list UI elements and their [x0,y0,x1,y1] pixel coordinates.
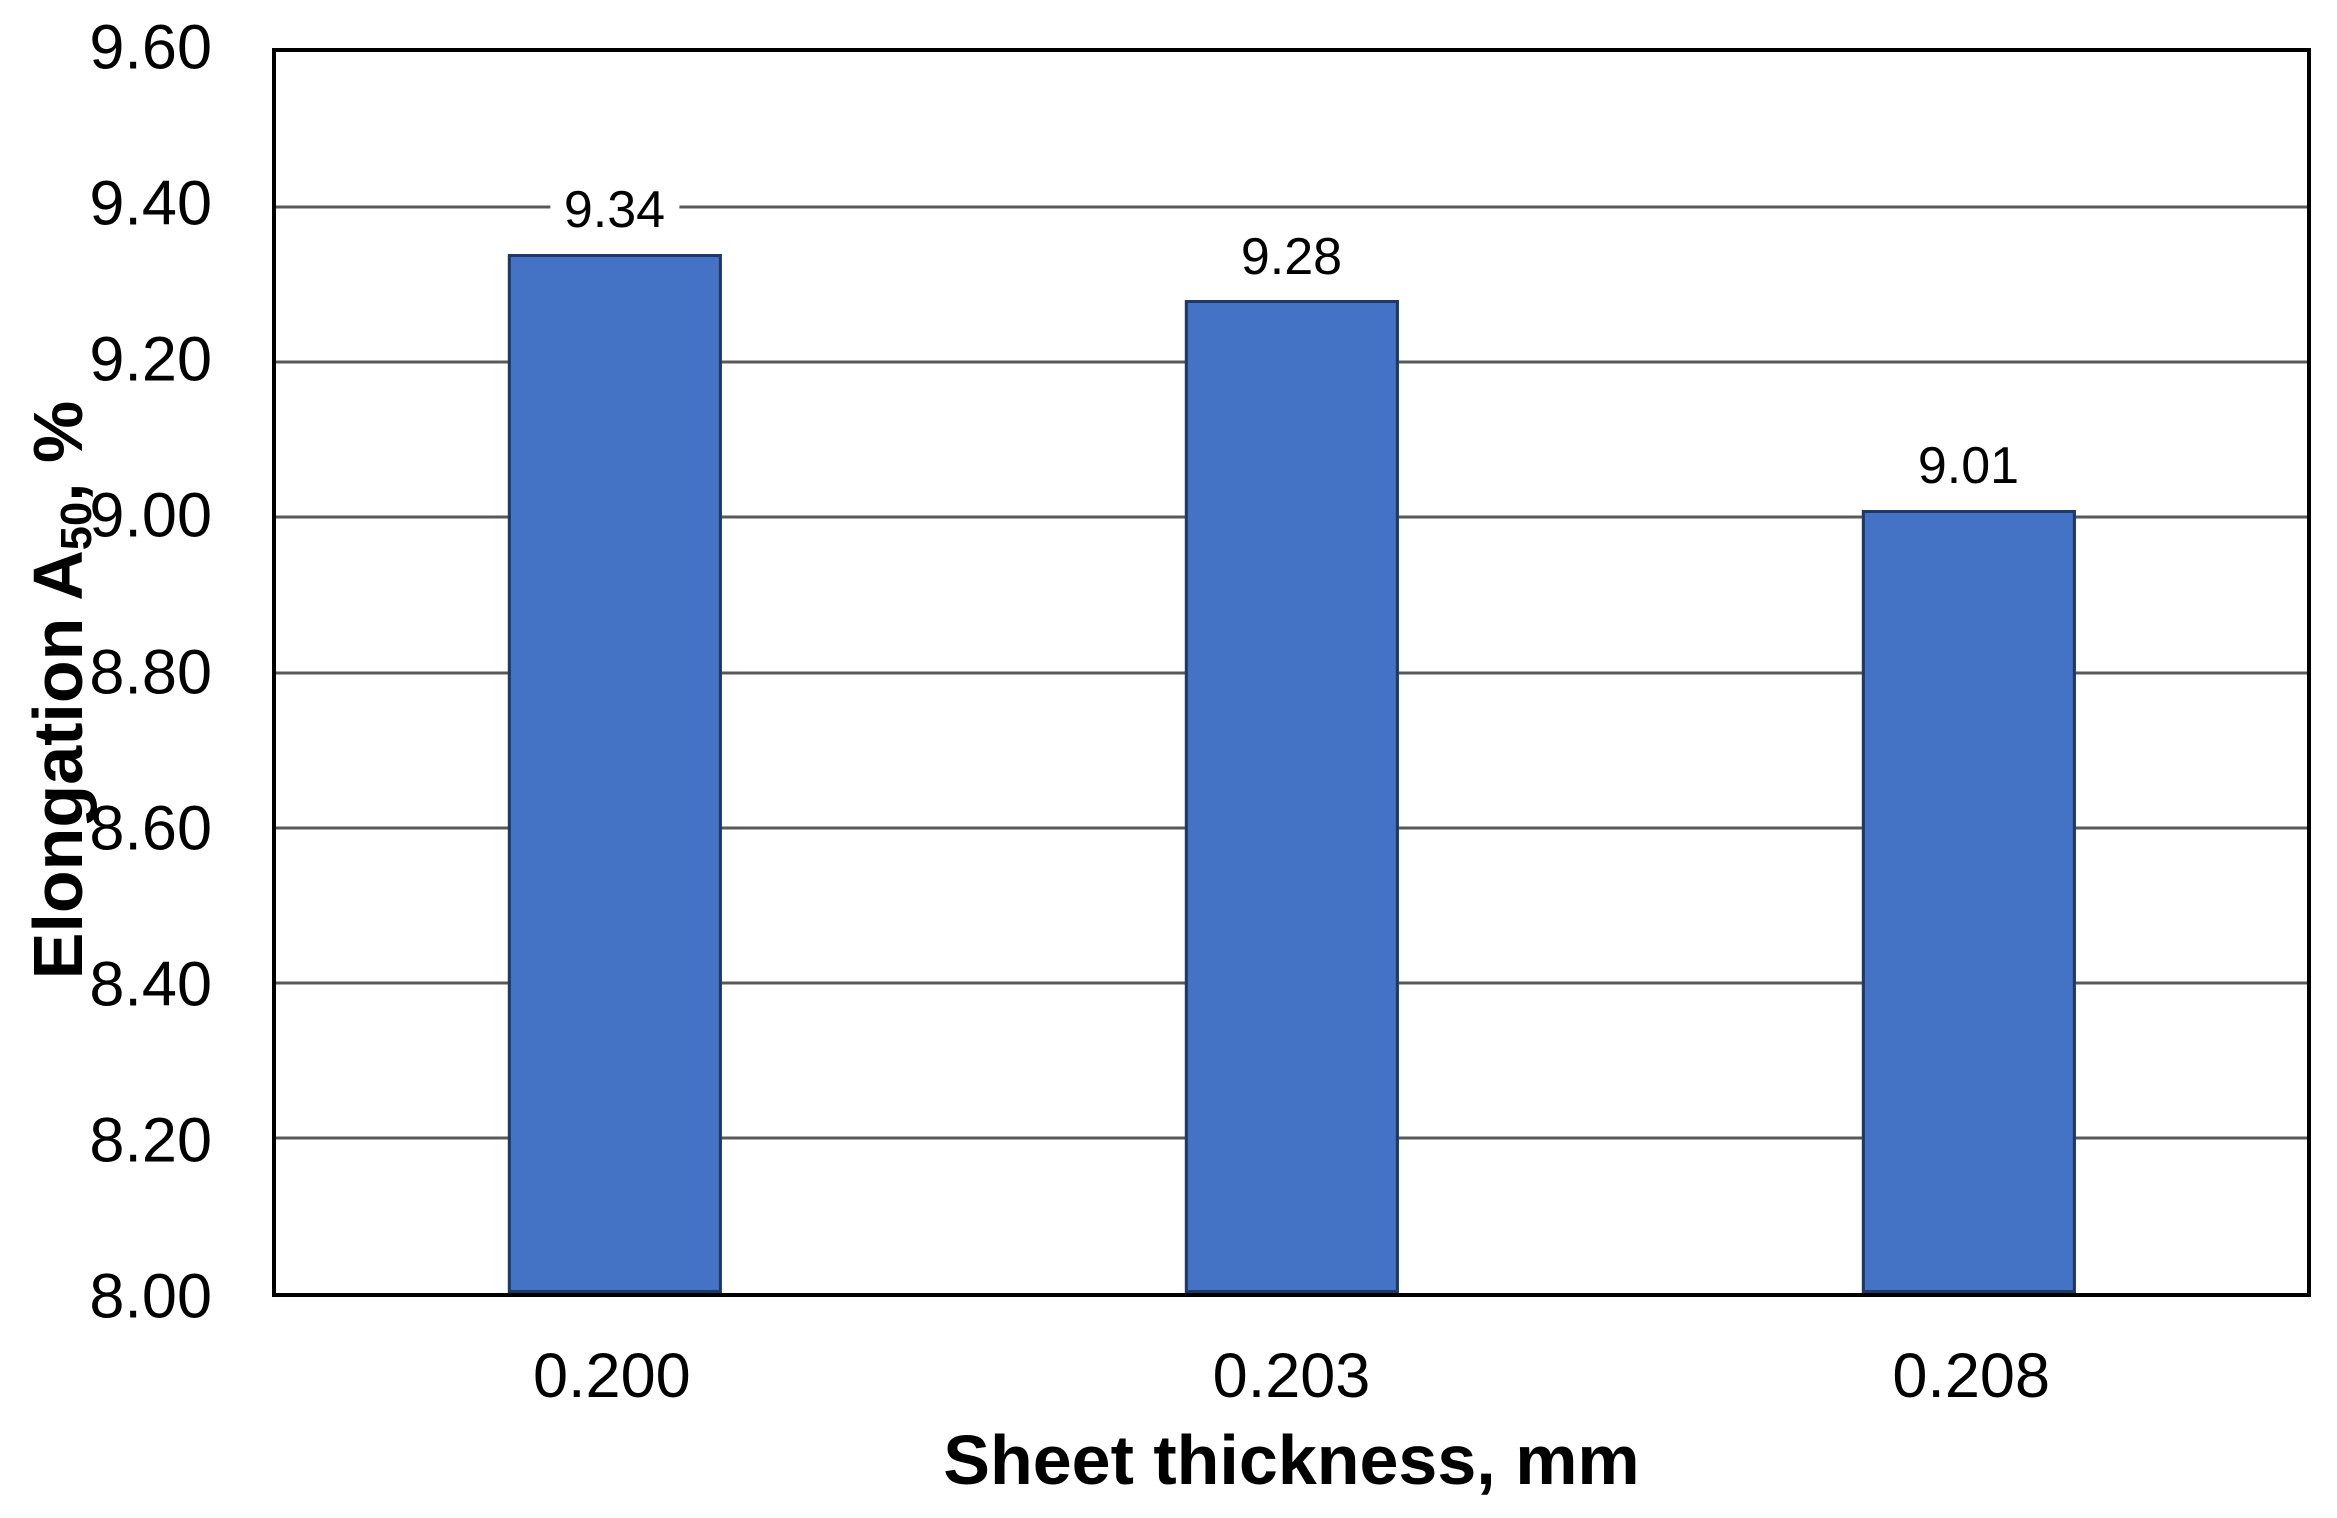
y-axis-tick-labels: 9.60 9.40 9.20 9.00 8.80 8.60 8.40 8.20 8.00 [0,16,212,1328]
bar [507,253,722,1293]
bar-data-label: 9.34 [549,181,680,240]
y-axis-tick-label: 8.00 [89,1261,212,1332]
gridline [276,205,2307,209]
y-axis-tick-label: 8.60 [89,793,212,864]
y-axis-tick-label: 9.00 [89,480,212,551]
bar-data-label: 9.01 [1903,437,2034,496]
y-axis-tick-label: 8.80 [89,637,212,707]
y-axis-tick-label: 8.20 [89,1105,212,1176]
bar-data-label: 9.28 [1226,227,1357,287]
bar [1184,300,1399,1293]
plot-area: 9.34 9.28 9.01 [272,48,2311,1297]
bar [1861,509,2076,1293]
x-axis-category-label: 0.203 [1212,1341,1371,1411]
y-axis-tick-label: 9.20 [89,324,212,395]
x-axis-category-labels: 0.200 0.203 0.208 [272,1345,2311,1415]
y-axis-tick-label: 8.40 [89,949,212,1020]
x-axis-category-label: 0.208 [1892,1341,2050,1411]
y-axis-tick-label: 9.40 [89,168,212,239]
x-axis-category-label: 0.200 [533,1341,691,1411]
y-axis-tick-label: 9.60 [89,12,212,83]
x-axis-title: Sheet thickness, mm [943,1421,1640,1499]
